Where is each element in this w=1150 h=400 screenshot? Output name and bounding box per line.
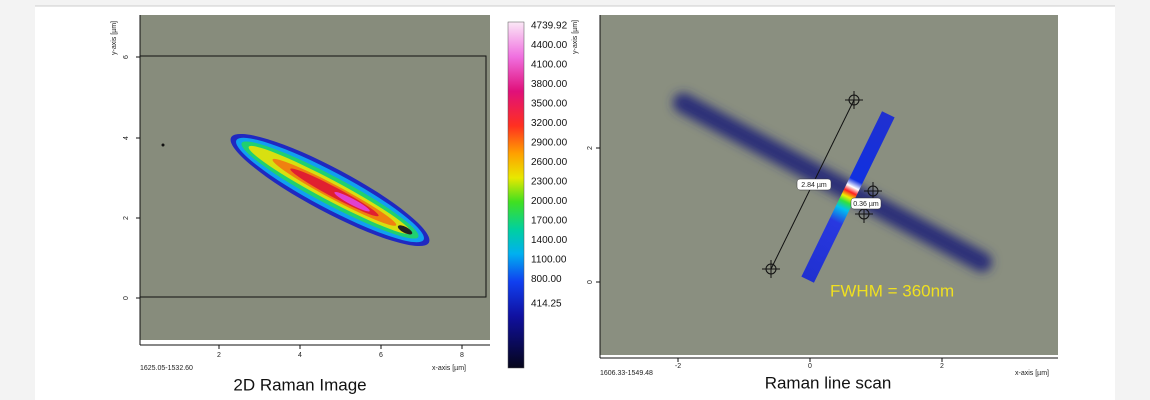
label-box <box>850 197 882 210</box>
x-tick-label: -2 <box>675 363 681 370</box>
y-tick-label: 0 <box>123 296 130 300</box>
x-tick-label: 2 <box>940 363 944 370</box>
colorbar-label: 3800.00 <box>531 79 568 90</box>
length-label: 2.84 µm <box>801 182 827 189</box>
coords: 1625.05-1532.60 <box>140 365 193 372</box>
y-tick-label: 2 <box>123 216 130 220</box>
colorbar-label: 2900.00 <box>531 138 568 149</box>
y-tick-label: 2 <box>587 146 594 150</box>
x-axis-label: x-axis [µm] <box>432 365 466 372</box>
x-axis-label: x-axis [µm] <box>1015 370 1049 377</box>
colorbar-label: 4739.92 <box>531 21 568 32</box>
colorbar-label: 800.00 <box>531 274 562 285</box>
colorbar-label: 3500.00 <box>531 99 568 110</box>
colorbar-label: 2600.00 <box>531 157 568 168</box>
caption: 2D Raman Image <box>233 375 366 394</box>
scan-bar <box>801 111 895 283</box>
colorbar-label: 414.25 <box>531 299 562 310</box>
y-tick-label: 0 <box>587 280 594 284</box>
crosshairs <box>762 91 882 278</box>
x-tick-label: 8 <box>460 352 464 359</box>
dust <box>161 143 165 147</box>
colorbar-label: 2000.00 <box>531 196 568 207</box>
colorbar-label: 1100.00 <box>531 255 567 266</box>
colorbar-label: 4400.00 <box>531 40 568 51</box>
y-axis-label: y-axis [µm] <box>572 20 579 54</box>
x-tick-label: 2 <box>217 352 221 359</box>
colorbar-label: 1700.00 <box>531 216 568 227</box>
raman-blob <box>230 133 430 247</box>
y-tick-label: 4 <box>123 136 130 140</box>
x-tick-label: 0 <box>808 363 812 370</box>
nanowire <box>673 93 992 272</box>
y-tick-label: 6 <box>123 55 130 59</box>
width-label: 0.36 µm <box>853 201 879 208</box>
fwhm-annotation: FWHM = 360nm <box>830 281 954 300</box>
x-tick-label: 4 <box>298 352 302 359</box>
caption: Raman line scan <box>765 373 892 392</box>
colorbar-label: 2300.00 <box>531 177 568 188</box>
colorbar-label: 3200.00 <box>531 118 568 129</box>
y-axis-label: y-axis [µm] <box>111 21 118 55</box>
colorbar-label: 1400.00 <box>531 235 568 246</box>
colorbar-label: 4100.00 <box>531 60 568 71</box>
coords: 1606.33-1549.48 <box>600 370 653 377</box>
colorbar <box>507 21 525 369</box>
x-tick-label: 6 <box>379 352 383 359</box>
label-box <box>796 178 832 191</box>
